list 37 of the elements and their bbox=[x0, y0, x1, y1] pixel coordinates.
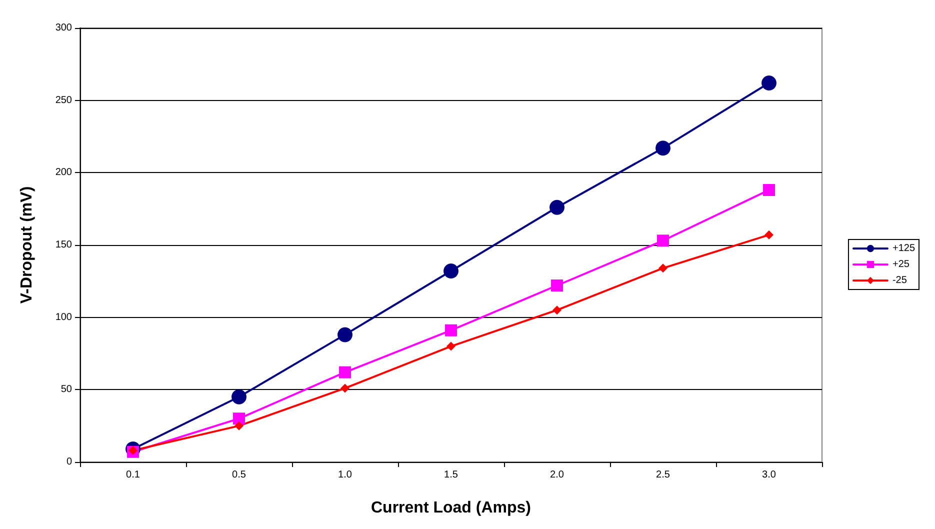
y-axis-title: V-Dropout (mV) bbox=[18, 186, 36, 304]
point bbox=[339, 366, 351, 378]
point bbox=[551, 280, 563, 292]
point bbox=[232, 389, 246, 404]
point bbox=[234, 421, 244, 430]
point bbox=[445, 324, 457, 336]
x-axis-title: Current Load (Amps) bbox=[371, 500, 531, 516]
y-tick-label: 300 bbox=[55, 22, 72, 34]
point bbox=[762, 75, 776, 90]
point bbox=[656, 140, 670, 156]
point bbox=[550, 200, 564, 215]
point bbox=[340, 384, 350, 393]
point bbox=[444, 264, 458, 279]
y-tick-label: 250 bbox=[55, 94, 72, 106]
point bbox=[446, 342, 456, 351]
point bbox=[658, 264, 668, 273]
y-tick-label: 150 bbox=[55, 240, 72, 250]
x-tick-label: 1.0 bbox=[338, 470, 352, 480]
point bbox=[552, 306, 562, 315]
x-tick-label: 2.0 bbox=[550, 470, 564, 480]
x-tick-label: 0.1 bbox=[126, 470, 140, 480]
y-tick-label: 200 bbox=[55, 167, 72, 178]
x-tick-label: 1.5 bbox=[444, 470, 458, 480]
point bbox=[764, 230, 774, 240]
legend-label: -25 bbox=[892, 275, 908, 286]
point bbox=[233, 412, 245, 425]
legend-label: +25 bbox=[892, 259, 910, 270]
point bbox=[338, 327, 352, 342]
x-tick-label: 2.5 bbox=[656, 470, 670, 480]
y-tick-label: 0 bbox=[66, 456, 72, 468]
legend-label: +125 bbox=[892, 243, 916, 254]
point bbox=[657, 234, 669, 247]
x-tick-label: 3.0 bbox=[762, 470, 776, 480]
y-tick-label: 100 bbox=[55, 312, 72, 323]
point bbox=[763, 184, 775, 196]
y-tick-label: 50 bbox=[60, 384, 72, 396]
x-tick-label: 0.5 bbox=[232, 470, 246, 480]
